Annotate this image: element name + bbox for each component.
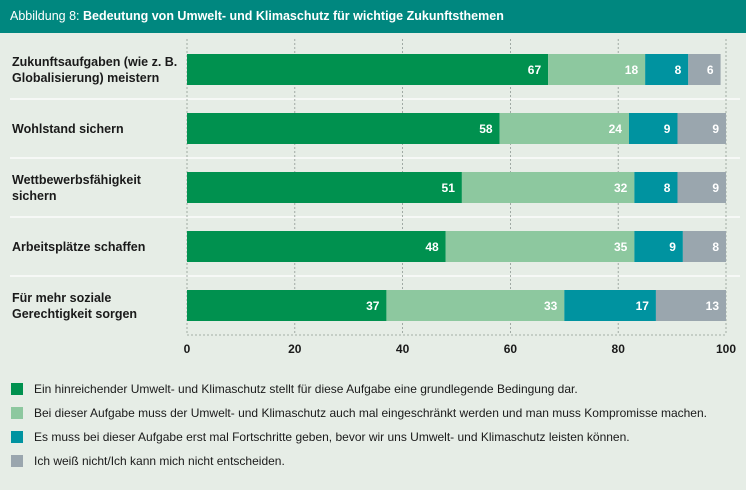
- category-label: sichern: [12, 189, 56, 203]
- bar-segment: [645, 54, 689, 85]
- bar-segment: [655, 290, 726, 321]
- legend-item: Ich weiß nicht/Ich kann mich nicht entsc…: [10, 449, 740, 473]
- data-label: 17: [636, 299, 650, 313]
- data-label: 8: [712, 240, 719, 254]
- data-label: 48: [425, 240, 439, 254]
- category-label: Arbeitsplätze schaffen: [12, 240, 145, 254]
- legend-item: Bei dieser Aufgabe muss der Umwelt- und …: [10, 401, 740, 425]
- data-label: 13: [706, 299, 720, 313]
- bar-segment: [187, 290, 387, 321]
- bar-segment: [499, 113, 629, 144]
- data-label: 24: [609, 122, 623, 136]
- data-label: 9: [712, 181, 719, 195]
- bar-segment: [677, 172, 726, 203]
- category-label: Wohlstand sichern: [12, 122, 124, 136]
- legend-swatch: [11, 383, 23, 395]
- bar-segment: [461, 172, 635, 203]
- legend-swatch: [11, 455, 23, 467]
- bar-segment: [187, 231, 446, 262]
- data-label: 35: [614, 240, 628, 254]
- data-label: 8: [664, 181, 671, 195]
- bar-segment: [187, 54, 549, 85]
- category-label: Zukunftsaufgaben (wie z. B.: [12, 55, 177, 69]
- category-label: Globalisierung) meistern: [12, 71, 159, 85]
- bar-segment: [564, 290, 656, 321]
- legend-swatch: [11, 431, 23, 443]
- x-tick-label: 80: [612, 342, 626, 356]
- bar-segment: [677, 113, 726, 144]
- x-tick-label: 100: [716, 342, 736, 356]
- data-label: 32: [614, 181, 628, 195]
- data-label: 18: [625, 63, 639, 77]
- data-label: 67: [528, 63, 542, 77]
- figure-number: Abbildung 8:: [10, 9, 83, 23]
- bar-segment: [548, 54, 646, 85]
- bar-segment: [187, 113, 500, 144]
- data-label: 58: [479, 122, 493, 136]
- data-label: 9: [712, 122, 719, 136]
- bar-segment: [634, 231, 683, 262]
- bar-segment: [445, 231, 635, 262]
- category-label: Für mehr soziale: [12, 291, 111, 305]
- bar-segment: [682, 231, 726, 262]
- legend-label: Ich weiß nicht/Ich kann mich nicht entsc…: [34, 454, 285, 468]
- data-label: 9: [669, 240, 676, 254]
- data-label: 9: [664, 122, 671, 136]
- legend-swatch: [11, 407, 23, 419]
- x-tick-label: 0: [184, 342, 191, 356]
- bar-segment: [688, 54, 721, 85]
- data-label: 33: [544, 299, 558, 313]
- legend-label: Ein hinreichender Umwelt- und Klimaschut…: [34, 382, 578, 396]
- data-label: 37: [366, 299, 380, 313]
- bar-segment: [187, 172, 462, 203]
- x-tick-label: 40: [396, 342, 410, 356]
- legend-item: Ein hinreichender Umwelt- und Klimaschut…: [10, 377, 740, 401]
- legend-item: Es muss bei dieser Aufgabe erst mal Fort…: [10, 425, 740, 449]
- x-tick-label: 20: [288, 342, 302, 356]
- figure-title-bar: Abbildung 8: Bedeutung von Umwelt- und K…: [0, 0, 746, 33]
- legend-label: Es muss bei dieser Aufgabe erst mal Fort…: [34, 430, 630, 444]
- data-label: 8: [675, 63, 682, 77]
- bar-segment: [386, 290, 565, 321]
- category-label: Gerechtigkeit sorgen: [12, 307, 137, 321]
- x-tick-label: 60: [504, 342, 518, 356]
- legend-label: Bei dieser Aufgabe muss der Umwelt- und …: [34, 406, 707, 420]
- data-label: 6: [707, 63, 714, 77]
- data-label: 51: [442, 181, 456, 195]
- figure-title: Bedeutung von Umwelt- und Klimaschutz fü…: [82, 9, 504, 23]
- bar-segment: [634, 172, 678, 203]
- legend: Ein hinreichender Umwelt- und Klimaschut…: [10, 377, 740, 473]
- category-label: Wettbewerbsfähigkeit: [12, 173, 142, 187]
- stacked-bar-chart: Zukunftsaufgaben (wie z. B. Globalisierun…: [10, 39, 740, 356]
- bar-segment: [628, 113, 678, 144]
